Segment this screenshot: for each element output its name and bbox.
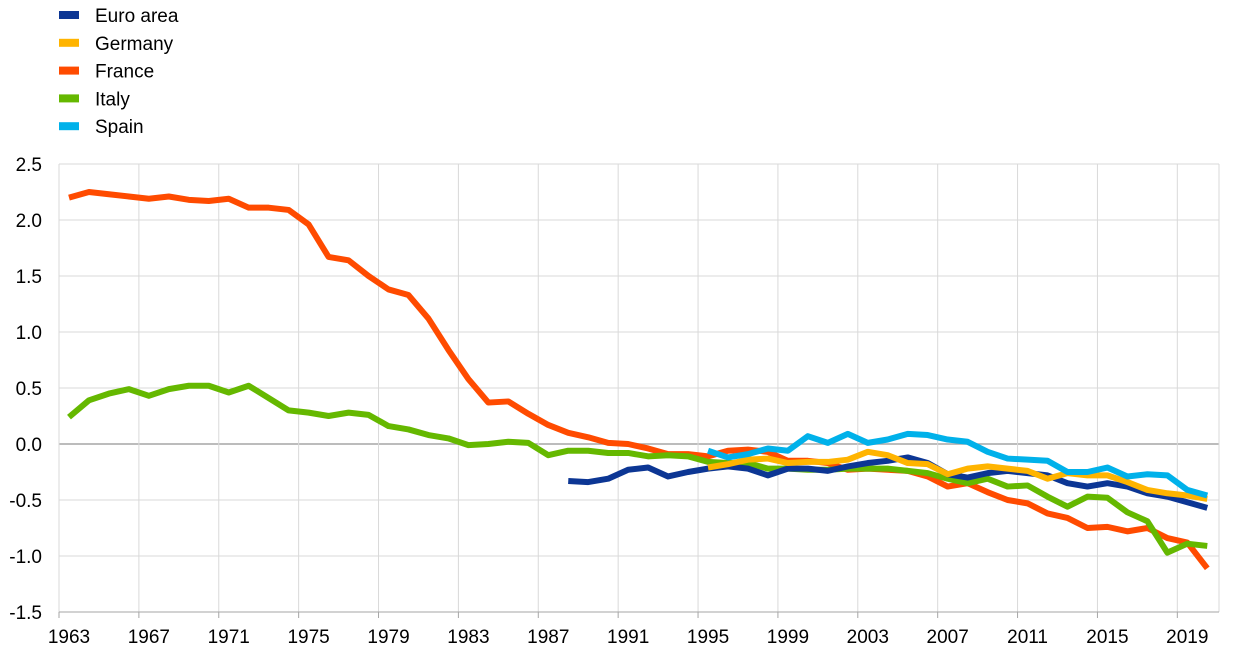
x-tick-label: 1987 — [527, 627, 569, 648]
x-axis: 1963 1967 1971 1975 1979 1983 1987 1991 1995 1999… — [48, 611, 1219, 648]
legend-label-spain: Spain — [95, 117, 144, 138]
x-tick-label: 1991 — [607, 627, 649, 648]
y-tick-label: 0.0 — [16, 435, 42, 456]
y-tick-label: 1.0 — [16, 323, 42, 344]
x-tick-label: 2019 — [1166, 627, 1208, 648]
legend-label-france: France — [95, 62, 154, 83]
y-tick-label: -0.5 — [9, 491, 42, 512]
x-tick-label: 1995 — [687, 627, 729, 648]
legend-swatch-germany — [59, 38, 79, 47]
x-tick-label: 1999 — [767, 627, 809, 648]
x-tick-label: 1967 — [128, 627, 170, 648]
y-tick-label: 1.5 — [16, 267, 42, 288]
legend-label-germany: Germany — [95, 34, 174, 55]
x-tick-label: 2015 — [1086, 627, 1128, 648]
y-tick-label: -1.0 — [9, 547, 42, 568]
legend-swatch-france — [59, 66, 79, 75]
y-tick-label: 2.0 — [16, 211, 42, 232]
legend-swatch-spain — [59, 122, 79, 131]
y-tick-label: -1.5 — [9, 603, 42, 624]
x-tick-label: 1975 — [287, 627, 329, 648]
series-line-germany — [707, 448, 1208, 502]
legend-swatch-euro-area — [59, 11, 79, 19]
x-tick-label: 1979 — [367, 627, 409, 648]
x-tick-label: 2007 — [927, 627, 969, 648]
series-line-italy — [67, 382, 1208, 556]
series-line-france — [68, 189, 1210, 571]
x-tick-label: 2011 — [1007, 627, 1048, 648]
x-tick-label: 2003 — [847, 627, 889, 648]
y-tick-label: 2.5 — [16, 155, 42, 176]
x-tick-label: 1971 — [208, 627, 250, 648]
legend: Euro area Germany France Italy Spain — [59, 6, 179, 138]
x-tick-label: 1983 — [447, 627, 489, 648]
series-line-euro-area — [568, 454, 1209, 511]
y-tick-label: 0.5 — [16, 379, 42, 400]
series-lines — [67, 189, 1210, 571]
legend-label-euro-area: Euro area — [95, 6, 179, 27]
y-axis: 2.5 2.0 1.5 1.0 0.5 0.0 -0.5 -1.0 -1.5 — [9, 155, 42, 624]
legend-swatch-italy — [59, 94, 79, 103]
x-tick-label: 1963 — [48, 627, 90, 648]
series-line-spain — [707, 430, 1209, 499]
legend-label-italy: Italy — [95, 89, 130, 110]
